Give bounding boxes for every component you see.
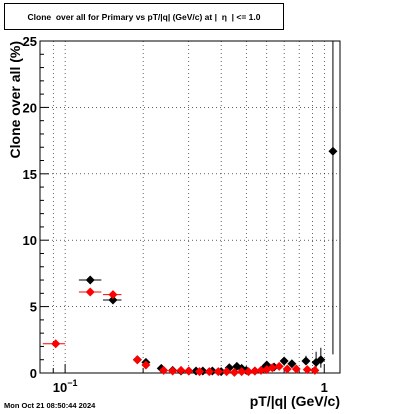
- y-tick-label: 0: [30, 366, 37, 381]
- black-series-point: [85, 275, 95, 285]
- red-series-point: [229, 367, 239, 377]
- red-series-point: [159, 365, 169, 375]
- red-series-point: [274, 361, 284, 371]
- y-tick-label: 25: [23, 34, 37, 49]
- red-series-point: [291, 364, 301, 374]
- red-series-point: [141, 360, 151, 370]
- red-series-point: [204, 367, 214, 377]
- red-series-point: [243, 367, 253, 377]
- y-tick-label: 10: [23, 233, 37, 248]
- y-tick-label: 5: [30, 300, 37, 315]
- red-series-point: [85, 287, 95, 297]
- red-series-point: [108, 290, 118, 300]
- red-series-point: [282, 364, 292, 374]
- x-tick-label: 10−1: [53, 378, 78, 395]
- chart-title: Clone over all for Primary vs pT/|q| (Ge…: [27, 11, 261, 22]
- x-axis-title: pT/|q| (GeV/c): [250, 393, 340, 409]
- black-series-point: [108, 295, 118, 305]
- x-tick-label: 1: [321, 380, 328, 395]
- y-axis-title: Clone over all (%): [7, 41, 23, 158]
- black-series-point: [328, 146, 338, 156]
- red-series-point: [184, 366, 194, 376]
- red-series-point: [256, 365, 266, 375]
- black-series-point: [279, 356, 289, 366]
- red-series-point: [176, 365, 186, 375]
- red-series-point: [302, 365, 312, 375]
- y-tick-label: 20: [23, 100, 37, 115]
- red-series-point: [310, 365, 320, 375]
- red-series-point: [237, 367, 247, 377]
- black-series-point: [316, 355, 326, 365]
- timestamp-footer: Mon Oct 21 08:50:44 2024: [4, 401, 96, 410]
- red-series-point: [222, 367, 232, 377]
- chart-title-box: Clone over all for Primary vs pT/|q| (Ge…: [4, 3, 284, 30]
- red-series-point: [194, 367, 204, 377]
- red-series-point: [250, 366, 260, 376]
- red-series-point: [51, 339, 61, 349]
- red-series-point: [213, 367, 223, 377]
- red-series-point: [132, 355, 142, 365]
- black-series-point: [301, 356, 311, 366]
- plot-frame: [39, 40, 341, 374]
- black-series-point: [287, 359, 297, 369]
- red-series-point: [168, 366, 178, 376]
- red-series-point: [267, 363, 277, 373]
- y-tick-label: 15: [23, 167, 37, 182]
